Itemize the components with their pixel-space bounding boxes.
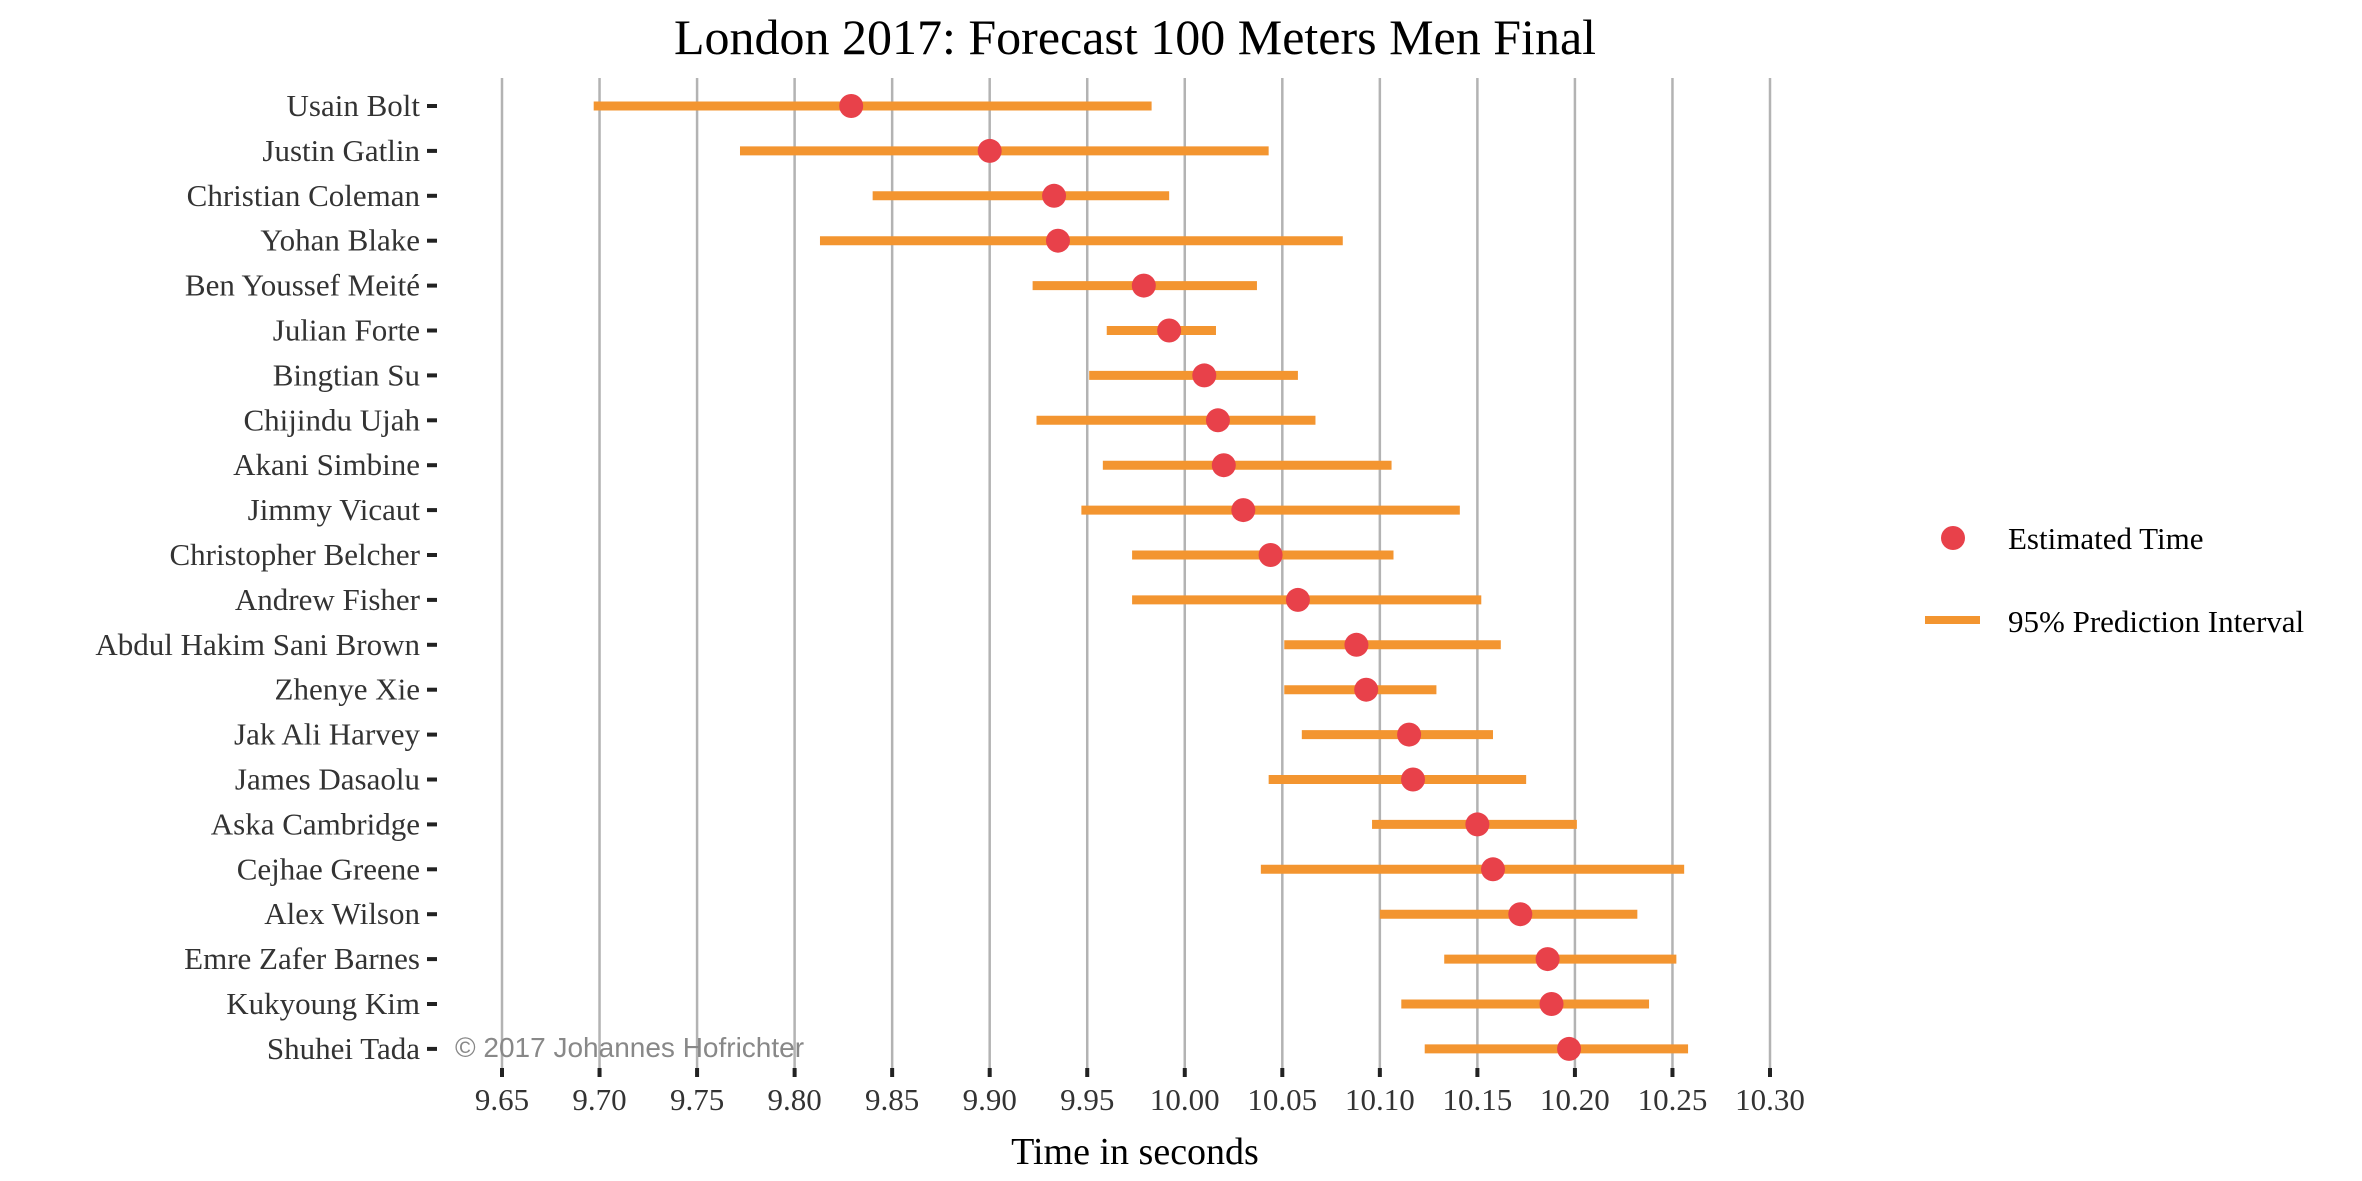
x-tick-label: 10.15 — [1443, 1082, 1513, 1117]
estimate-point — [1285, 587, 1310, 612]
legend-label-interval: 95% Prediction Interval — [2008, 604, 2304, 639]
athlete-label: Kukyoung Kim — [226, 986, 420, 1021]
x-tick-label: 10.10 — [1345, 1082, 1415, 1117]
x-tick-label: 10.30 — [1735, 1082, 1805, 1117]
estimate-point — [1045, 228, 1070, 253]
chart-title: London 2017: Forecast 100 Meters Men Fin… — [674, 9, 1596, 65]
athlete-label: James Dasaolu — [235, 762, 420, 797]
y-axis: Usain Bolt Justin Gatlin Christian Coleman… — [95, 88, 437, 1066]
x-tick-label: 10.20 — [1540, 1082, 1610, 1117]
athlete-label: Christopher Belcher — [169, 537, 420, 572]
estimate-point — [1465, 812, 1490, 837]
estimate-point — [1131, 273, 1156, 298]
athlete-label: Ben Youssef Meité — [185, 268, 420, 303]
estimate-point — [1205, 408, 1230, 433]
athlete-label: Abdul Hakim Sani Brown — [95, 627, 420, 662]
athlete-label: Andrew Fisher — [235, 582, 421, 617]
athlete-label: Chijindu Ujah — [243, 402, 420, 437]
athlete-label: Bingtian Su — [273, 357, 420, 392]
athlete-label: Christian Coleman — [187, 178, 421, 213]
estimate-point — [1157, 318, 1182, 343]
athlete-label: Usain Bolt — [287, 88, 421, 123]
estimate-point — [1401, 767, 1426, 792]
estimate-point — [1192, 363, 1217, 388]
estimate-point — [1042, 183, 1067, 208]
x-axis: 9.65 9.70 9.75 9.80 9.85 9.90 9.95 10.00 10.05 10… — [475, 1068, 1805, 1117]
estimate-point — [1508, 902, 1533, 927]
estimate-point — [839, 94, 864, 118]
x-tick-label: 10.00 — [1150, 1082, 1220, 1117]
athlete-label: Aska Cambridge — [211, 806, 420, 841]
athlete-label: Julian Forte — [273, 313, 420, 348]
x-tick-label: 9.75 — [670, 1082, 724, 1117]
copyright-annotation: © 2017 Johannes Hofrichter — [455, 1032, 804, 1063]
estimate-point — [1539, 992, 1564, 1016]
estimate-point — [1397, 722, 1422, 747]
athlete-label: Jimmy Vicaut — [248, 492, 421, 527]
athlete-label: Shuhei Tada — [267, 1031, 420, 1066]
estimate-point — [1535, 947, 1560, 972]
legend-label-estimate: Estimated Time — [2008, 521, 2204, 556]
athlete-label: Zhenye Xie — [275, 672, 420, 707]
estimate-point — [1344, 632, 1369, 657]
estimate-point — [1557, 1036, 1582, 1061]
legend: Estimated Time 95% Prediction Interval — [1925, 521, 2304, 639]
athlete-label: Alex Wilson — [264, 896, 420, 931]
athlete-label: Justin Gatlin — [262, 133, 420, 168]
x-tick-label: 9.70 — [572, 1082, 626, 1117]
x-tick-label: 9.80 — [767, 1082, 821, 1117]
x-tick-label: 10.05 — [1247, 1082, 1317, 1117]
athlete-label: Yohan Blake — [260, 223, 420, 258]
estimate-point — [1354, 677, 1379, 702]
legend-point-icon — [1941, 526, 1965, 550]
x-tick-label: 10.25 — [1638, 1082, 1708, 1117]
estimate-point — [1258, 543, 1283, 567]
x-axis-label: Time in seconds — [1011, 1131, 1259, 1173]
x-tick-label: 9.85 — [865, 1082, 919, 1117]
athlete-label: Jak Ali Harvey — [234, 717, 420, 752]
estimate-point — [1211, 453, 1236, 478]
athlete-label: Emre Zafer Barnes — [184, 941, 420, 976]
athlete-label: Akani Simbine — [233, 447, 420, 482]
estimate-point — [1480, 857, 1505, 882]
x-tick-label: 9.65 — [475, 1082, 529, 1117]
estimate-point — [1231, 498, 1256, 523]
x-tick-label: 9.90 — [963, 1082, 1017, 1117]
athlete-label: Cejhae Greene — [237, 851, 420, 886]
x-tick-label: 9.95 — [1060, 1082, 1114, 1117]
estimate-point — [977, 138, 1002, 163]
data-marks — [593, 94, 1689, 1061]
gridlines — [500, 78, 1772, 1068]
